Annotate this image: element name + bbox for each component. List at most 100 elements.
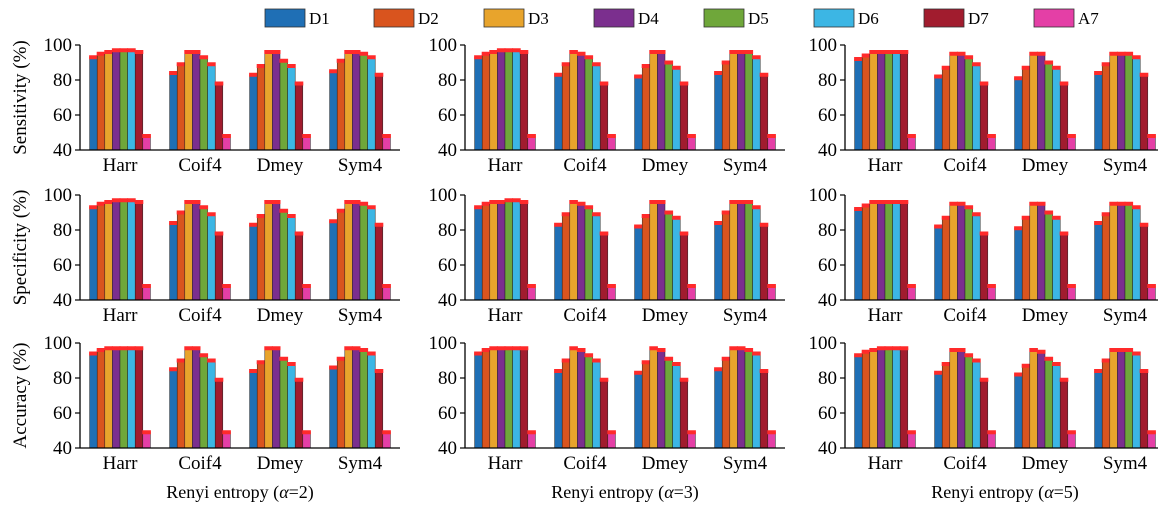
bar xyxy=(892,201,901,301)
bar xyxy=(634,226,643,301)
y-axis-label: Accuracy (%) xyxy=(10,342,31,448)
bar xyxy=(664,62,673,151)
x-tick-label: Coif4 xyxy=(563,453,607,474)
bar xyxy=(497,348,506,449)
bar xyxy=(592,214,601,301)
y-tick-label: 100 xyxy=(44,35,73,56)
legend-label-d3: D3 xyxy=(528,9,549,28)
bar xyxy=(96,349,106,449)
bar xyxy=(199,57,208,151)
y-tick-label: 100 xyxy=(809,185,838,206)
bar xyxy=(729,51,738,151)
bar xyxy=(907,432,916,449)
bar xyxy=(344,51,353,151)
bar xyxy=(1117,53,1126,151)
x-tick-label: Sym4 xyxy=(1103,305,1148,326)
bar xyxy=(577,53,586,151)
bar xyxy=(169,369,178,449)
bar xyxy=(1147,135,1156,151)
bar xyxy=(899,348,909,449)
bar xyxy=(752,353,761,449)
bar xyxy=(592,360,601,449)
bar xyxy=(744,201,753,301)
y-tick-label: 60 xyxy=(53,255,72,276)
bar xyxy=(481,53,491,151)
legend-swatch-d7 xyxy=(923,8,965,28)
bar xyxy=(987,285,996,301)
y-tick-label: 60 xyxy=(438,105,457,126)
bar xyxy=(649,51,658,151)
y-tick-label: 100 xyxy=(44,185,73,206)
bar xyxy=(519,201,529,301)
legend-swatch-d3 xyxy=(483,8,525,28)
x-tick-label: Coif4 xyxy=(563,305,607,326)
y-tick-label: 40 xyxy=(53,290,72,311)
bar xyxy=(382,135,391,151)
bar xyxy=(1147,432,1156,449)
bar xyxy=(249,74,258,151)
chart-panel-r1c2: Harr Coif4 Dmey Sym4 40 60 80 100 xyxy=(809,185,1158,326)
y-tick-label: 40 xyxy=(438,290,457,311)
bar xyxy=(474,57,483,151)
bar xyxy=(329,221,338,301)
bar xyxy=(729,201,738,301)
bar xyxy=(127,348,136,449)
bar xyxy=(649,201,658,301)
bar xyxy=(687,285,696,301)
bar xyxy=(134,348,144,449)
bar xyxy=(96,203,106,301)
bar xyxy=(599,83,609,151)
chart-panel-r2c0: Harr Coif4 Dmey Sym4 40 60 80 100 Accuracy (%) Re… xyxy=(10,333,400,503)
bar xyxy=(294,379,304,449)
legend: D1 D2 D3 D4 D5 D6 D7 A7 xyxy=(264,8,1099,28)
bar xyxy=(1029,53,1038,151)
bar xyxy=(222,285,231,301)
bar xyxy=(949,53,958,151)
bar xyxy=(957,53,966,151)
bar xyxy=(767,432,776,449)
bar xyxy=(569,201,578,301)
x-tick-label: Harr xyxy=(488,305,523,326)
bar xyxy=(199,355,208,449)
bar xyxy=(527,135,536,151)
x-tick-label: Coif4 xyxy=(943,453,987,474)
y-tick-label: 100 xyxy=(809,35,838,56)
bar xyxy=(199,207,208,301)
bar xyxy=(607,432,616,449)
bar xyxy=(584,57,593,151)
bar xyxy=(877,348,886,449)
bar xyxy=(329,367,338,449)
bar xyxy=(979,83,989,151)
bar xyxy=(214,83,224,151)
bar xyxy=(127,50,136,151)
bar xyxy=(672,67,681,151)
bar xyxy=(474,353,483,449)
bar xyxy=(184,201,193,301)
chart-panel-r2c1: Harr Coif4 Dmey Sym4 40 60 80 100 Renyi entropy … xyxy=(429,333,785,503)
x-tick-label: Coif4 xyxy=(178,155,222,176)
bar xyxy=(957,349,966,449)
bar xyxy=(737,51,746,151)
bar xyxy=(721,358,731,449)
y-tick-label: 80 xyxy=(53,368,72,389)
x-tick-label: Harr xyxy=(868,305,903,326)
y-tick-label: 60 xyxy=(438,403,457,424)
bar xyxy=(884,51,893,151)
bar xyxy=(641,215,651,301)
bar xyxy=(972,360,981,449)
bar xyxy=(89,207,98,301)
bar xyxy=(679,233,689,301)
bar xyxy=(854,208,863,301)
bar xyxy=(382,432,391,449)
y-tick-label: 40 xyxy=(818,290,837,311)
chart-panel-r0c0: Harr Coif4 Dmey Sym4 40 60 80 100 Sensitivity (%… xyxy=(10,35,400,176)
bar xyxy=(1094,370,1103,449)
bar xyxy=(569,348,578,449)
bar xyxy=(249,224,258,301)
bar xyxy=(272,51,281,151)
bar xyxy=(207,214,216,301)
bar xyxy=(374,74,384,151)
bar xyxy=(1037,351,1046,449)
y-tick-label: 60 xyxy=(818,105,837,126)
